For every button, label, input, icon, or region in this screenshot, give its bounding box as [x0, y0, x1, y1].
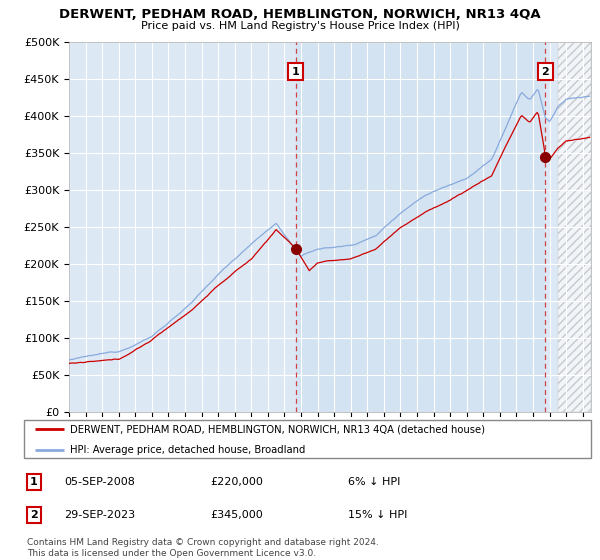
Bar	[558, 42, 591, 412]
Text: £220,000: £220,000	[210, 477, 263, 487]
Text: Price paid vs. HM Land Registry's House Price Index (HPI): Price paid vs. HM Land Registry's House …	[140, 21, 460, 31]
Bar	[296, 42, 545, 412]
Text: 15% ↓ HPI: 15% ↓ HPI	[347, 510, 407, 520]
Text: DERWENT, PEDHAM ROAD, HEMBLINGTON, NORWICH, NR13 4QA (detached house): DERWENT, PEDHAM ROAD, HEMBLINGTON, NORWI…	[70, 424, 485, 435]
Text: Contains HM Land Registry data © Crown copyright and database right 2024.
This d: Contains HM Land Registry data © Crown c…	[27, 538, 379, 558]
Text: 29-SEP-2023: 29-SEP-2023	[64, 510, 135, 520]
FancyBboxPatch shape	[24, 421, 591, 459]
Text: HPI: Average price, detached house, Broadland: HPI: Average price, detached house, Broa…	[70, 445, 305, 455]
Text: £345,000: £345,000	[210, 510, 263, 520]
Text: DERWENT, PEDHAM ROAD, HEMBLINGTON, NORWICH, NR13 4QA: DERWENT, PEDHAM ROAD, HEMBLINGTON, NORWI…	[59, 8, 541, 21]
Text: 1: 1	[292, 67, 299, 77]
Text: 1: 1	[30, 477, 37, 487]
Text: 6% ↓ HPI: 6% ↓ HPI	[347, 477, 400, 487]
Text: 2: 2	[30, 510, 37, 520]
Text: 05-SEP-2008: 05-SEP-2008	[64, 477, 135, 487]
Text: 2: 2	[542, 67, 550, 77]
